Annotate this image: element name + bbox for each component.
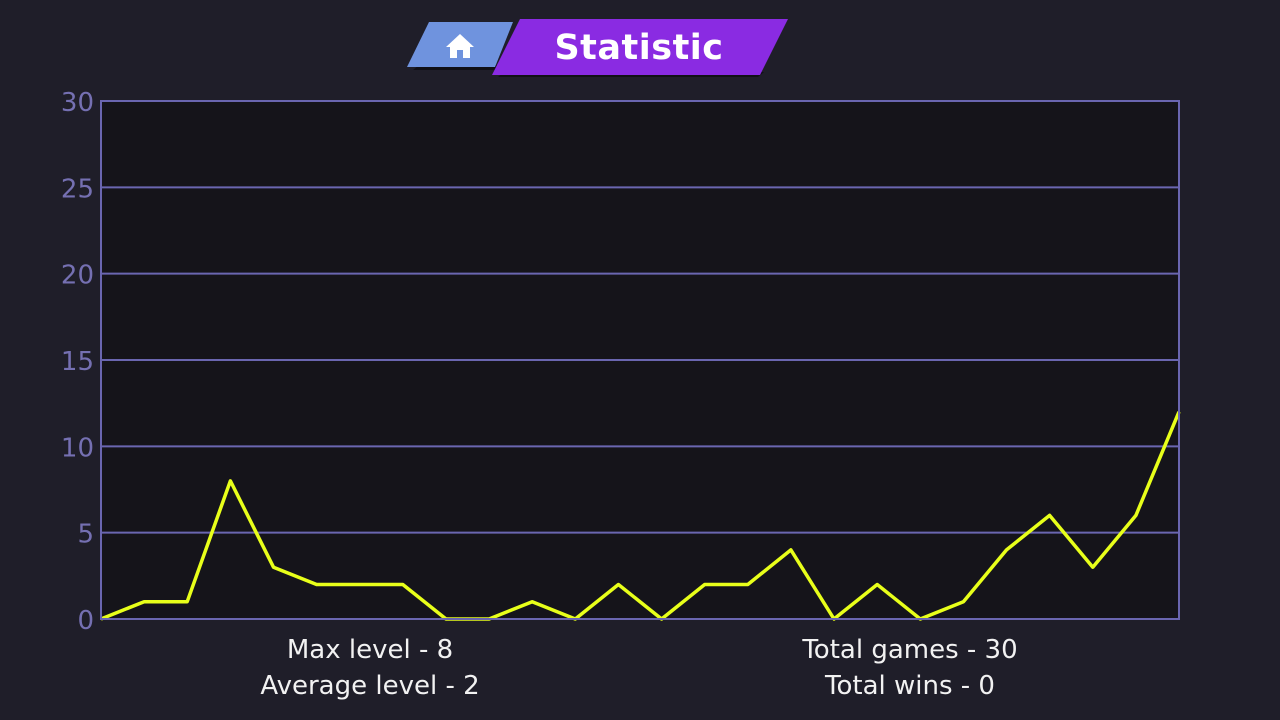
total-wins-text: Total wins - 0: [825, 671, 995, 701]
y-tick-label: 5: [77, 520, 94, 550]
game-stats: Total games - 30 Total wins - 0: [710, 632, 1110, 704]
average-level-text: Average level - 2: [260, 671, 480, 701]
total-games-text: Total games - 30: [802, 635, 1018, 665]
y-tick-label: 10: [61, 433, 94, 463]
home-button[interactable]: [407, 22, 513, 70]
max-level-text: Max level - 8: [286, 635, 454, 665]
level-stats: Max level - 8 Average level - 2: [170, 632, 570, 704]
y-tick-label: 30: [61, 88, 94, 118]
page-title: Statistic: [554, 28, 724, 68]
home-icon: [446, 34, 474, 58]
y-tick-label: 0: [77, 606, 94, 636]
y-tick-label: 20: [61, 261, 94, 291]
y-tick-label: 25: [61, 174, 94, 204]
y-tick-label: 15: [61, 347, 94, 377]
series-line: [100, 411, 1181, 621]
title-banner: [492, 19, 788, 77]
plot-frame: [100, 100, 1180, 620]
